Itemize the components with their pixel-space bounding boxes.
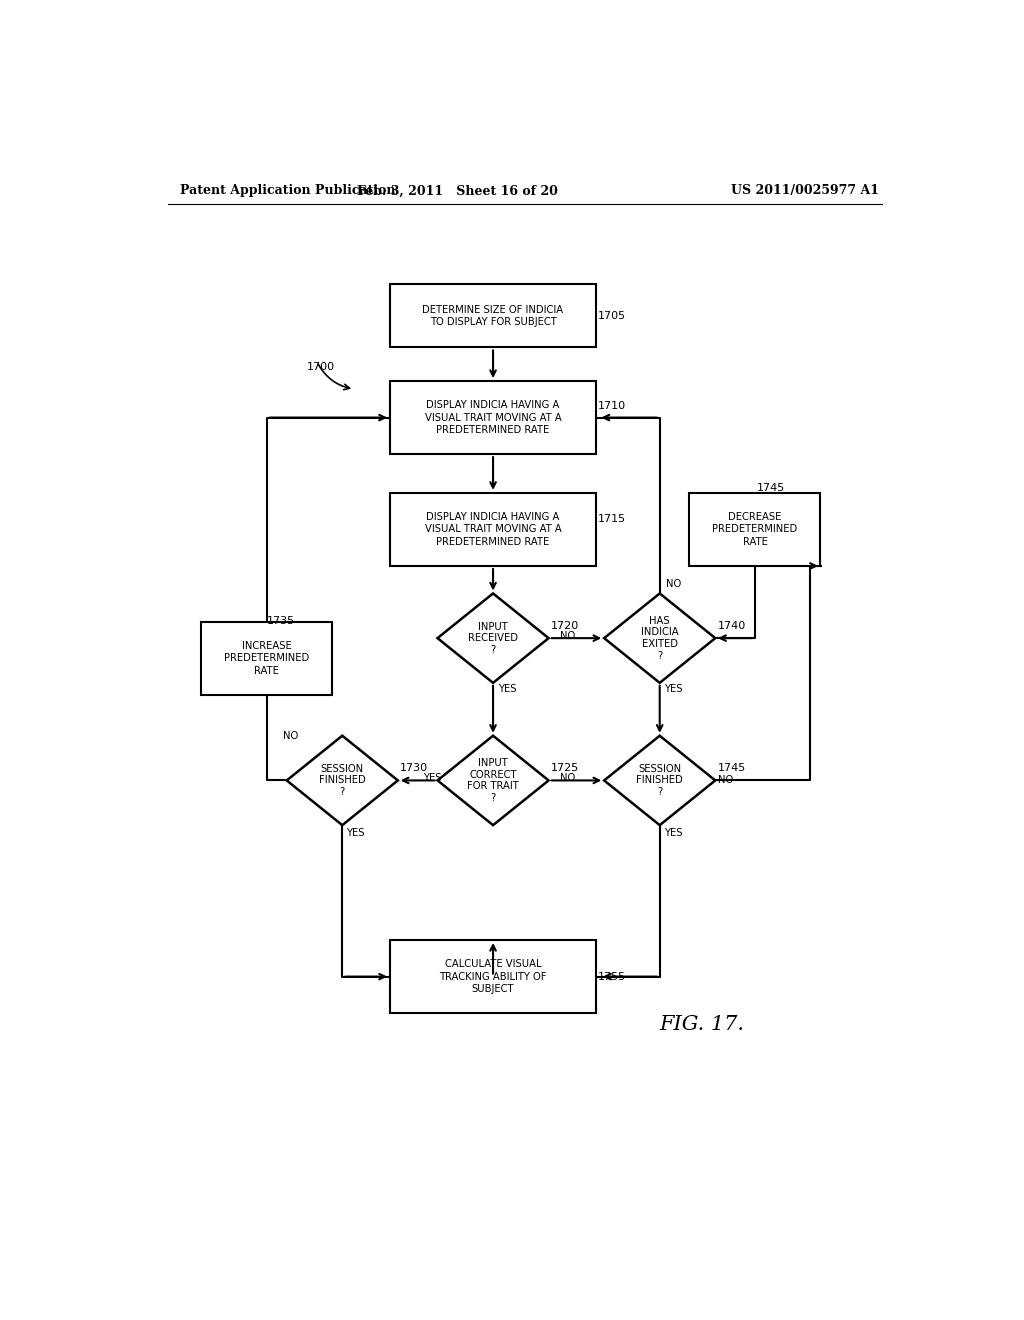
Text: 1735: 1735 (267, 616, 295, 626)
Text: Patent Application Publication: Patent Application Publication (179, 185, 395, 198)
FancyBboxPatch shape (202, 622, 333, 696)
Text: YES: YES (498, 684, 516, 694)
Text: NO: NO (560, 631, 574, 642)
Text: 1745: 1745 (718, 763, 745, 774)
FancyBboxPatch shape (390, 940, 596, 1014)
Text: 1745: 1745 (758, 483, 785, 492)
Text: US 2011/0025977 A1: US 2011/0025977 A1 (731, 185, 880, 198)
Text: YES: YES (423, 774, 441, 783)
Text: 1705: 1705 (598, 312, 626, 321)
Text: INPUT
RECEIVED
?: INPUT RECEIVED ? (468, 622, 518, 655)
Text: SESSION
FINISHED
?: SESSION FINISHED ? (636, 764, 683, 797)
Polygon shape (604, 594, 715, 682)
Text: FIG. 17.: FIG. 17. (659, 1015, 744, 1034)
Text: CALCULATE VISUAL
TRACKING ABILITY OF
SUBJECT: CALCULATE VISUAL TRACKING ABILITY OF SUB… (439, 960, 547, 994)
Text: DETERMINE SIZE OF INDICIA
TO DISPLAY FOR SUBJECT: DETERMINE SIZE OF INDICIA TO DISPLAY FOR… (423, 305, 563, 327)
FancyBboxPatch shape (390, 381, 596, 454)
FancyBboxPatch shape (390, 284, 596, 347)
Text: YES: YES (665, 828, 683, 838)
Text: DISPLAY INDICIA HAVING A
VISUAL TRAIT MOVING AT A
PREDETERMINED RATE: DISPLAY INDICIA HAVING A VISUAL TRAIT MO… (425, 512, 561, 546)
Polygon shape (437, 594, 549, 682)
Polygon shape (287, 735, 397, 825)
Text: 1715: 1715 (598, 515, 626, 524)
FancyBboxPatch shape (689, 492, 820, 566)
Text: NO: NO (666, 579, 681, 589)
Text: 1720: 1720 (551, 620, 580, 631)
Text: INPUT
CORRECT
FOR TRAIT
?: INPUT CORRECT FOR TRAIT ? (467, 758, 519, 803)
Text: SESSION
FINISHED
?: SESSION FINISHED ? (318, 764, 366, 797)
Text: NO: NO (560, 774, 574, 783)
Polygon shape (437, 735, 549, 825)
Text: 1730: 1730 (400, 763, 428, 774)
Polygon shape (604, 735, 715, 825)
Text: Feb. 3, 2011   Sheet 16 of 20: Feb. 3, 2011 Sheet 16 of 20 (357, 185, 558, 198)
Text: 1700: 1700 (306, 362, 335, 372)
Text: 1740: 1740 (718, 620, 745, 631)
Text: 1710: 1710 (598, 401, 626, 412)
Text: DECREASE
PREDETERMINED
RATE: DECREASE PREDETERMINED RATE (713, 512, 798, 546)
Text: INCREASE
PREDETERMINED
RATE: INCREASE PREDETERMINED RATE (224, 642, 309, 676)
Text: YES: YES (665, 684, 683, 694)
Text: NO: NO (718, 775, 733, 785)
FancyBboxPatch shape (390, 492, 596, 566)
Text: NO: NO (284, 731, 299, 741)
Text: DISPLAY INDICIA HAVING A
VISUAL TRAIT MOVING AT A
PREDETERMINED RATE: DISPLAY INDICIA HAVING A VISUAL TRAIT MO… (425, 400, 561, 436)
Text: 1755: 1755 (598, 972, 626, 982)
Text: 1725: 1725 (551, 763, 580, 774)
Text: YES: YES (346, 828, 365, 838)
Text: HAS
INDICIA
EXITED
?: HAS INDICIA EXITED ? (641, 615, 679, 660)
